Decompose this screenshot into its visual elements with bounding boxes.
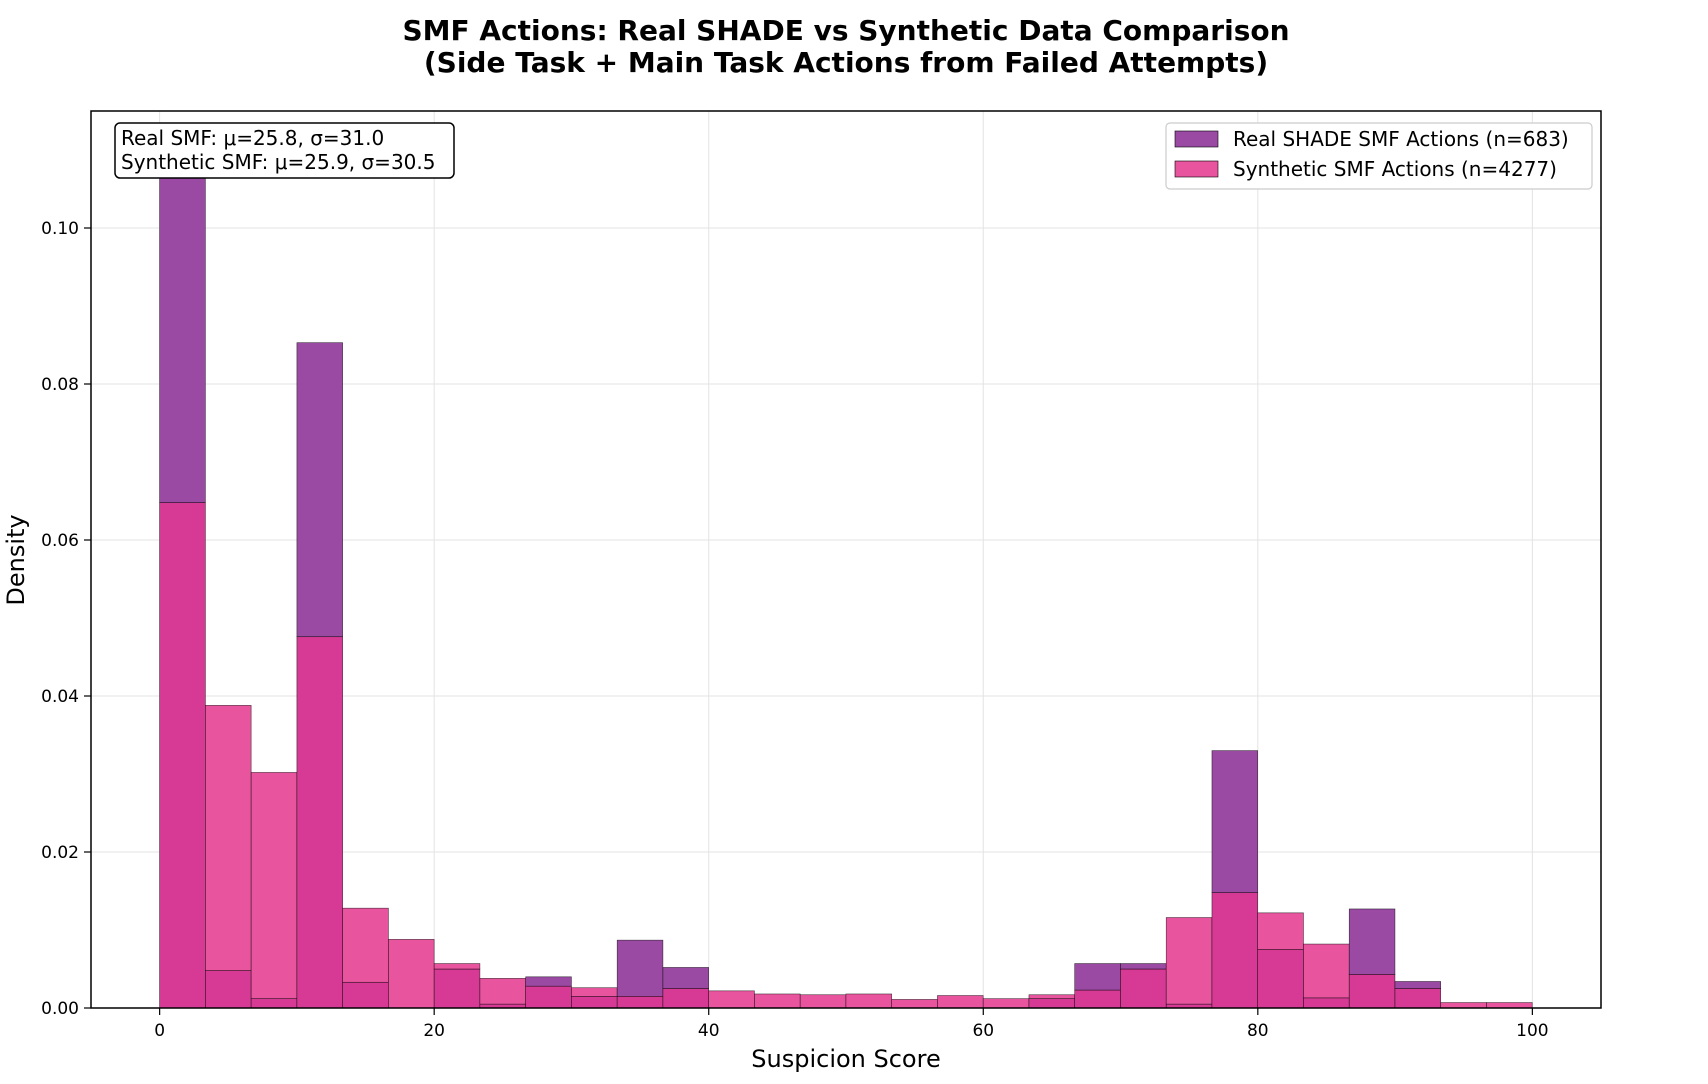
bar-synthetic-bin-5 [388,939,435,1009]
bar-synthetic-bin-1 [205,705,252,971]
bar-overlap-bin-20 [1074,989,1121,1009]
y-tick-label-4: 0.08 [41,375,79,395]
bar-synthetic-bin-2 [250,772,298,999]
bar-overlap-bin-11 [662,988,709,1009]
bar-synthetic-bin-15 [845,993,892,1009]
bar-synthetic-bin-4 [342,907,389,983]
bar-synthetic-bin-16 [891,999,938,1009]
bar-real-bin-10 [616,939,664,997]
bar-synthetic-bin-18 [982,998,1030,1009]
legend-frame [1165,122,1593,190]
bar-synthetic-bin-6 [433,963,481,970]
bar-overlap-bin-3 [296,636,343,1009]
bar-overlap-bin-1 [205,970,252,1009]
bar-overlap-bin-6 [433,968,481,1009]
bar-overlap-bin-25 [1303,997,1350,1009]
x-tick-label-1: 20 [423,1021,445,1041]
bar-synthetic-bin-24 [1257,912,1304,950]
stats-box: Real SMF: μ=25.8, σ=31.0 Synthetic SMF: … [114,122,455,179]
bar-real-bin-11 [662,967,709,989]
bar-synthetic-bin-19 [1028,994,1075,999]
x-tick-label-2: 40 [698,1021,720,1041]
bar-overlap-bin-8 [525,985,572,1009]
bar-overlap-bin-27 [1394,988,1442,1009]
bar-overlap-bin-0 [159,502,206,1009]
bar-overlap-bin-21 [1120,968,1167,1009]
y-tick-label-2: 0.04 [41,687,79,707]
bar-real-bin-3 [296,342,343,638]
bar-synthetic-bin-14 [799,994,847,1009]
legend-swatch-real [1174,130,1219,148]
bar-overlap-bin-26 [1348,974,1396,1009]
bar-synthetic-bin-25 [1303,943,1350,999]
bar-overlap-bin-9 [571,995,618,1009]
x-axis-label: Suspicion Score [751,1045,940,1073]
bar-synthetic-bin-22 [1165,917,1213,1005]
y-tick-label-5: 0.10 [41,219,79,239]
legend-label-real: Real SHADE SMF Actions (n=683) [1233,127,1569,151]
stats-box-frame [114,122,455,179]
y-tick-label-1: 0.02 [41,843,79,863]
plot-frame [90,110,1602,1009]
bar-synthetic-bin-7 [479,978,526,1005]
y-axis-label: Density [2,514,30,605]
bar-synthetic-bin-29 [1486,1002,1533,1009]
x-tick-label-4: 80 [1247,1021,1269,1041]
bar-synthetic-bin-13 [754,993,801,1009]
bar-synthetic-bin-28 [1440,1002,1487,1009]
x-tick-label-0: 0 [154,1021,165,1041]
histogram-bars [159,149,1533,1009]
legend-label-synthetic: Synthetic SMF Actions (n=4277) [1233,157,1557,181]
stats-real: Real SMF: μ=25.8, σ=31.0 [121,126,384,150]
chart-title-line2: (Side Task + Main Task Actions from Fail… [424,46,1268,79]
bar-overlap-bin-24 [1257,949,1304,1009]
x-tick-label-3: 60 [972,1021,994,1041]
bar-real-bin-21 [1120,963,1167,970]
bar-synthetic-bin-9 [571,987,618,997]
x-tick-label-5: 100 [1516,1021,1548,1041]
bar-real-bin-23 [1211,750,1259,893]
bar-overlap-bin-23 [1211,892,1259,1009]
bar-real-bin-26 [1348,908,1396,975]
legend: Real SHADE SMF Actions (n=683) Synthetic… [1165,122,1593,190]
y-tick-label-3: 0.06 [41,531,79,551]
bar-synthetic-bin-17 [937,995,984,1009]
y-axis-ticks: 0.00 0.02 0.04 0.06 0.08 0.10 [41,219,91,1019]
bar-synthetic-bin-12 [708,990,755,1009]
bar-real-bin-8 [525,976,572,987]
stats-synthetic: Synthetic SMF: μ=25.9, σ=30.5 [121,150,435,174]
legend-swatch-synthetic [1174,160,1219,178]
x-axis-ticks: 0 20 40 60 80 100 [154,1008,1549,1041]
bar-overlap-bin-2 [250,998,298,1009]
bar-overlap-bin-19 [1028,998,1075,1009]
chart-title-line1: SMF Actions: Real SHADE vs Synthetic Dat… [402,14,1289,47]
y-tick-label-0: 0.00 [41,999,79,1019]
bar-overlap-bin-10 [616,995,664,1009]
bar-real-bin-27 [1394,981,1442,989]
bar-real-bin-20 [1074,963,1121,991]
bar-real-bin-0 [159,149,206,503]
bar-overlap-bin-4 [342,981,389,1009]
